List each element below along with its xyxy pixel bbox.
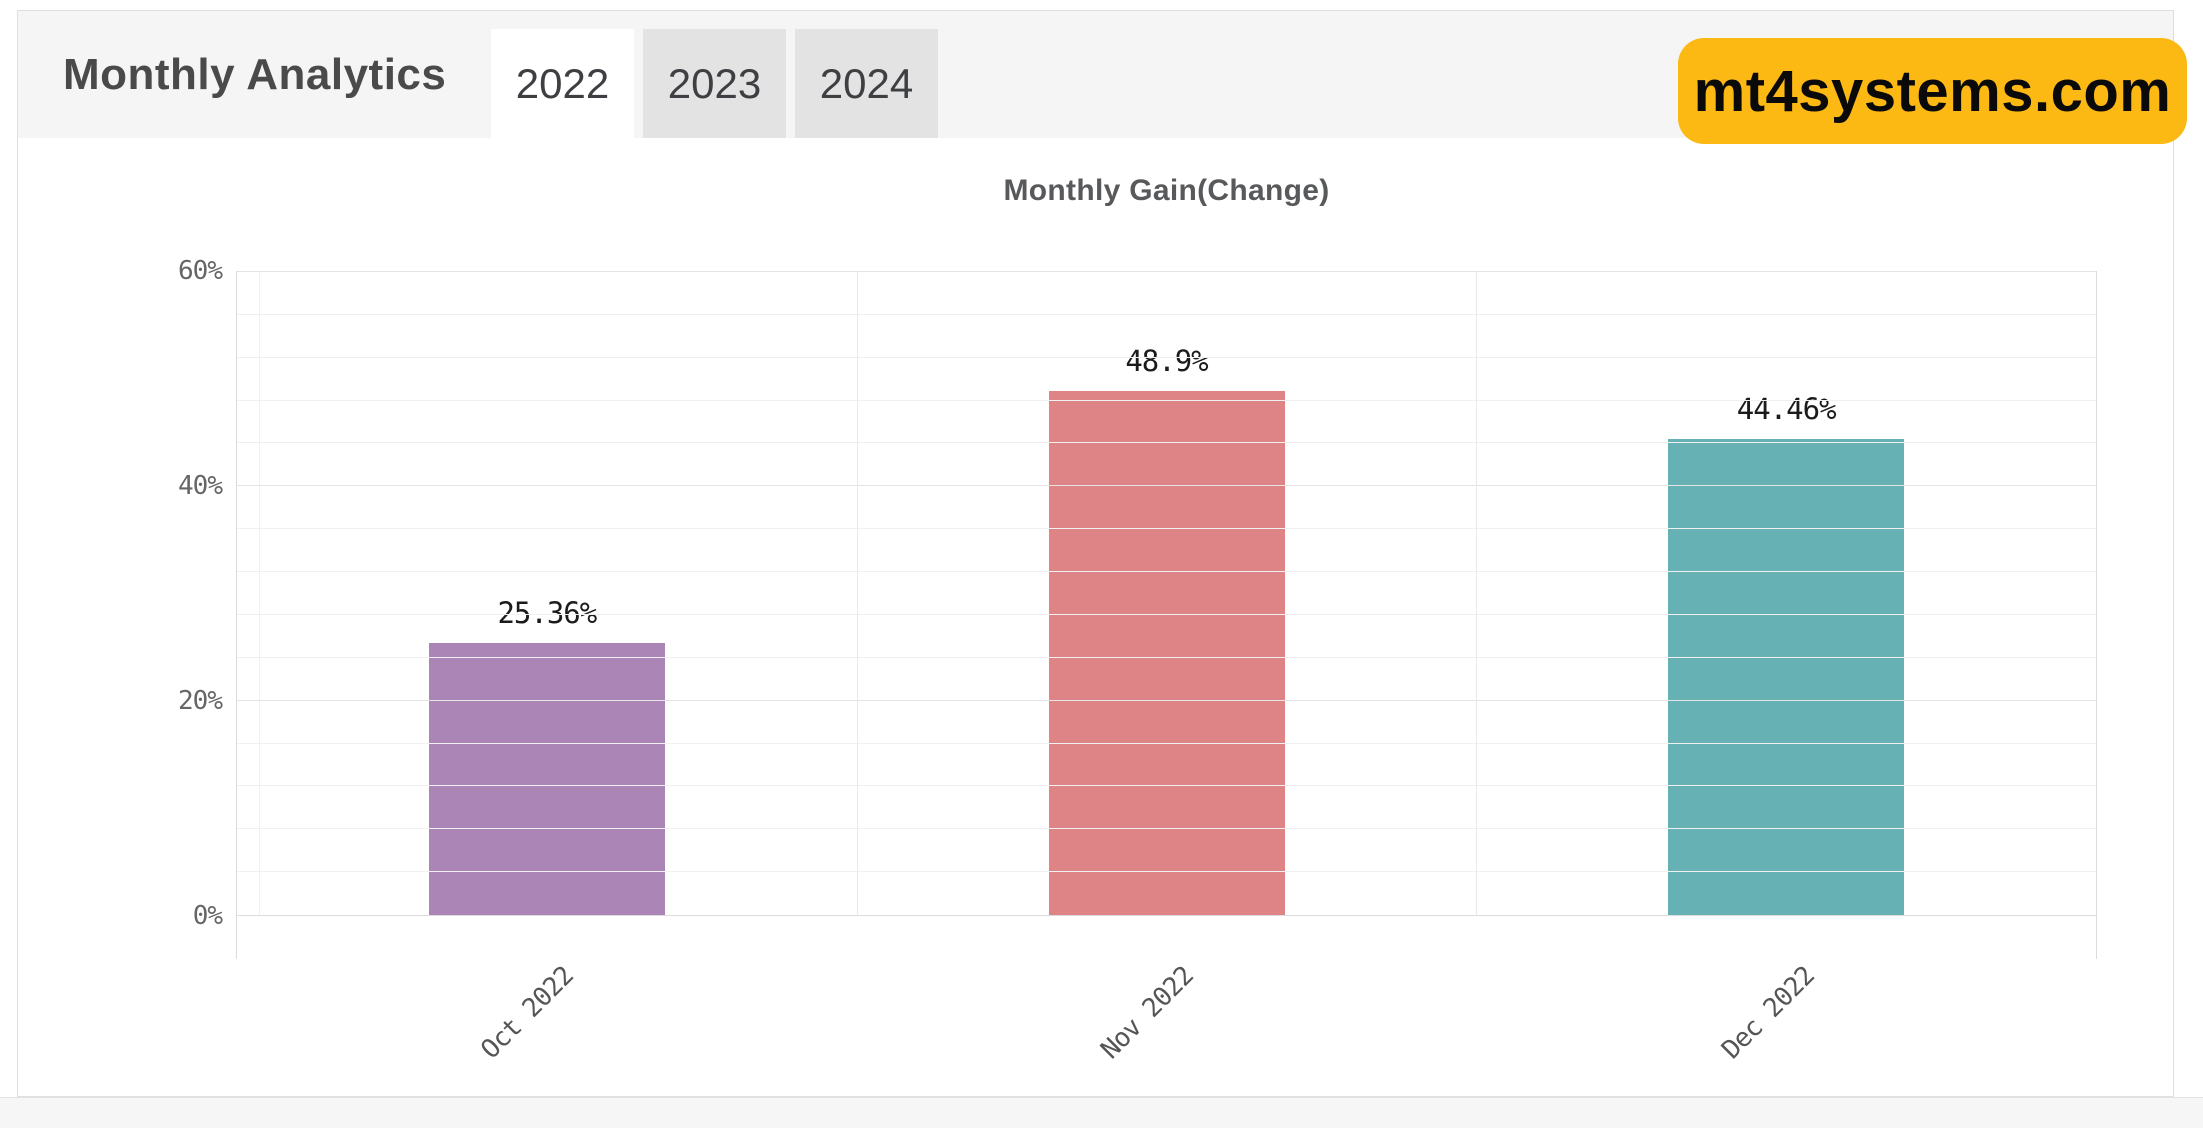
gridline [237, 785, 2096, 787]
gridline [237, 656, 2096, 658]
bar-value-label: 48.9% [1125, 343, 1208, 378]
year-tabs: 2022 2023 2024 [491, 29, 947, 138]
vertical-gridline [1476, 272, 1478, 915]
x-tick-dec-2022: Dec 2022 [1715, 961, 1821, 1066]
bar-nov-2022[interactable]: 48.9% [1048, 344, 1285, 915]
gridline [237, 613, 2096, 615]
gridline [237, 271, 2096, 272]
tab-2023[interactable]: 2023 [643, 29, 786, 138]
y-tick-label: 60% [178, 256, 223, 286]
tab-2022[interactable]: 2022 [491, 29, 634, 138]
page-title: Monthly Analytics [63, 50, 447, 99]
chart-title: Monthly Gain(Change) [1003, 174, 1330, 207]
bar-dec-2022[interactable]: 44.46% [1668, 392, 1905, 915]
y-tick-label: 40% [178, 471, 223, 501]
gridline [237, 742, 2096, 744]
bar-value-label: 44.46% [1736, 391, 1837, 426]
x-tick-nov-2022: Nov 2022 [1095, 961, 1200, 1066]
x-tick-oct-2022: Oct 2022 [475, 961, 580, 1066]
gridline [237, 699, 2096, 701]
analytics-card: Monthly Analytics 2022 2023 2024 Monthly… [17, 10, 2174, 1097]
gridline [237, 828, 2096, 830]
y-axis-labels: 0% 20% 40% 60% [118, 256, 223, 931]
gridline [237, 356, 2096, 358]
gridline [237, 485, 2096, 487]
gridline [237, 571, 2096, 573]
gridline [237, 399, 2096, 401]
x-axis-labels: Oct 2022 Nov 2022 Dec 2022 [236, 961, 2097, 1101]
gridline [237, 442, 2096, 444]
axis-tick [236, 916, 237, 959]
bar-value-label: 25.36% [497, 596, 597, 631]
vertical-gridline [856, 272, 858, 915]
y-tick-label: 0% [192, 901, 223, 931]
vertical-gridline [259, 272, 260, 915]
gridline [237, 528, 2096, 530]
y-tick-label: 20% [178, 686, 223, 716]
site-badge[interactable]: mt4systems.com [1678, 38, 2187, 144]
tab-2024[interactable]: 2024 [795, 29, 938, 138]
axis-tick [2096, 916, 2097, 959]
bar-oct-2022[interactable]: 25.36% [428, 596, 665, 915]
next-section-strip [0, 1097, 2203, 1128]
gridline [237, 313, 2096, 315]
plot-area: 25.36% 48.9% 44.46% [236, 271, 2097, 916]
gridline [237, 871, 2096, 873]
